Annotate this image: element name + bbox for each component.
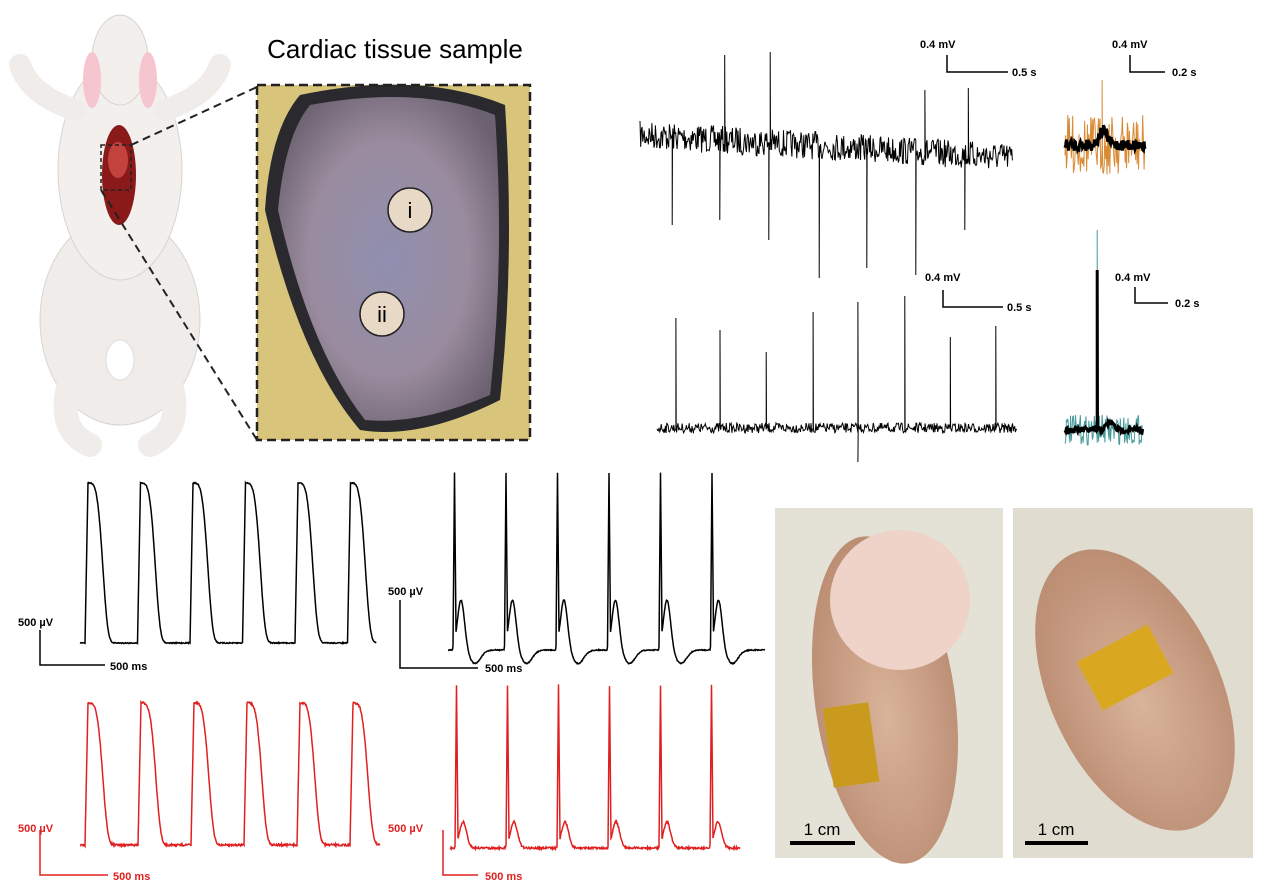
heart-photos: 1 cm 1 cm bbox=[775, 508, 1253, 864]
scale-label: 500 ms bbox=[110, 661, 147, 673]
scale-bar bbox=[442, 830, 478, 876]
rabbit-illustration bbox=[9, 14, 231, 457]
scale-label: 0.4 mV bbox=[920, 39, 956, 51]
scale-label: 500 ms bbox=[113, 871, 150, 883]
scale-label: 1 cm bbox=[1038, 820, 1075, 839]
scale-bar bbox=[1134, 287, 1168, 304]
tissue-photo: i ii bbox=[255, 83, 532, 442]
scale-bar bbox=[39, 630, 105, 666]
scale-label: 0.2 s bbox=[1172, 67, 1196, 79]
marker: i bbox=[408, 198, 413, 223]
ap-trace bbox=[447, 472, 766, 665]
scale-label: 500 µV bbox=[388, 823, 424, 835]
scale-label: 500 µV bbox=[388, 586, 424, 598]
scale-label: 0.2 s bbox=[1175, 298, 1199, 310]
zoom-lines bbox=[100, 86, 258, 441]
ecg-average bbox=[1063, 124, 1147, 156]
scale-label: 1 cm bbox=[804, 820, 841, 839]
scale-label: 500 µV bbox=[18, 617, 54, 629]
ap-trace bbox=[79, 699, 381, 849]
scale-label: 0.4 mV bbox=[1112, 39, 1148, 51]
scale-label: 0.5 s bbox=[1012, 67, 1036, 79]
scale-bar bbox=[399, 600, 478, 669]
scale-label: 0.5 s bbox=[1007, 302, 1031, 314]
scale-label: 500 ms bbox=[485, 871, 522, 883]
ap-trace bbox=[449, 684, 741, 852]
scale-bar bbox=[39, 830, 108, 876]
panel-title: Cardiac tissue sample bbox=[267, 34, 523, 64]
scale-label: 0.4 mV bbox=[1115, 272, 1151, 284]
scale-bar bbox=[942, 290, 1003, 308]
ecg-trace bbox=[639, 51, 1013, 279]
scale-label: 500 µV bbox=[18, 823, 54, 835]
traces bbox=[39, 51, 1168, 876]
scale-label: 0.4 mV bbox=[925, 272, 961, 284]
ap-trace bbox=[79, 480, 377, 645]
scale-bar bbox=[1129, 55, 1165, 73]
ecg-average bbox=[1063, 269, 1145, 437]
ecg-average-spread bbox=[1064, 229, 1144, 446]
scale-bar bbox=[946, 55, 1008, 73]
ecg-trace bbox=[656, 295, 1018, 463]
scale-label: 500 ms bbox=[485, 663, 522, 675]
ecg-average-spread bbox=[1064, 79, 1146, 175]
marker: ii bbox=[377, 302, 387, 327]
